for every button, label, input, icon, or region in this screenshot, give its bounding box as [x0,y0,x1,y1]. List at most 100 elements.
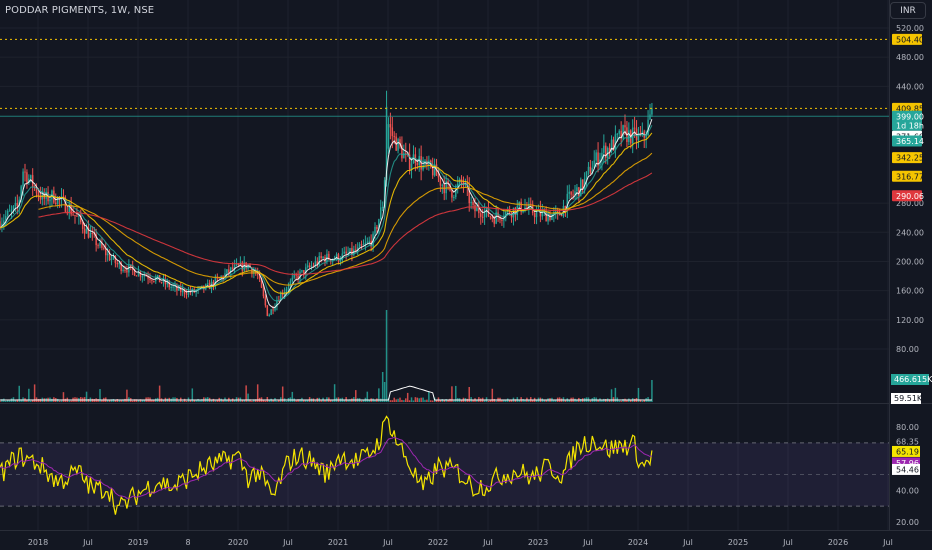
volume-bar [368,400,370,402]
volume-bar [406,392,409,402]
time-tick-label: 2018 [28,538,48,547]
volume-bar [153,400,155,402]
volume-bar [116,399,119,402]
candle-body [5,216,7,221]
candle-body [501,219,503,221]
volume-bar [18,385,20,402]
currency-button[interactable]: INR [890,2,926,19]
volume-label-text: 466.615K [894,375,932,384]
volume-label-bg [891,374,929,385]
candle-body [456,183,459,187]
price-label-last: 399.00 [892,110,924,122]
price-tick-label: 280.00 [896,199,924,208]
volume-bar [151,399,153,402]
volume-bar [637,387,640,402]
volume-bar [524,400,526,402]
candle-body [235,263,238,265]
volume-label-text: 59.51K [894,394,923,403]
candle-body [303,270,305,275]
candle-body [593,160,595,169]
candle-body [574,191,576,195]
candle-body [389,124,392,128]
candle-body [89,232,92,238]
volume-bar [518,400,520,402]
volume-bar [543,399,545,402]
candle-body [185,293,188,295]
candle-body [556,211,559,213]
candle-body [476,207,478,212]
candle-body [151,279,153,281]
volume-bar [505,400,507,402]
candle-body [291,277,294,282]
candle-body [368,240,370,242]
volume-bar [114,400,117,402]
volume-bar [385,310,388,402]
volume-bar [14,400,17,402]
candle-body [622,125,624,139]
candle-body [224,273,226,279]
candle-body [449,183,451,191]
rsi-label-text: 57.96 [896,459,919,468]
price-label-ema_green: 365.14 [892,135,924,147]
candle-body [87,227,90,238]
candle-body [441,184,444,186]
volume-bar [378,388,380,402]
volume-bar [256,384,259,402]
candle-body [103,247,105,249]
price-label-text: 399.00 [896,112,924,121]
candle-body [364,242,367,245]
candle-body [356,247,359,251]
candle-body [218,277,220,279]
candle-body [299,271,301,280]
rsi-label-bg [892,435,920,447]
volume-bar [262,400,265,402]
price-label-ema_mid: 342.25 [892,152,924,164]
candle-body [381,206,384,208]
ema-10-line [0,125,653,302]
candle-body [58,197,61,200]
volume-bar [472,400,474,402]
volume-bar [514,399,517,402]
volume-bar [503,399,505,402]
volume-bar [424,399,426,402]
candle-body [39,195,42,200]
candle-body [362,244,365,246]
candle-body [616,133,619,135]
candle-body [183,289,186,294]
candle-body [560,215,563,217]
volume-bar [181,400,184,402]
volume-bar [210,400,213,402]
candle-body [610,139,613,152]
volume-bar [555,399,557,402]
volume-bar [510,400,513,402]
candle-body [474,204,476,212]
volume-bar [33,384,36,402]
volume-bar [597,400,599,402]
candle-body [651,108,653,115]
candle-body [316,261,319,265]
candle-body [268,314,270,316]
candle-body [410,163,413,170]
candle-body [56,197,59,205]
volume-bar [443,399,445,402]
candle-body [80,215,82,223]
price-label-bg [892,135,922,147]
volume-bar [391,400,394,402]
volume-bar [601,399,603,402]
candle-body [555,211,557,213]
rsi-tick-label: 40.00 [896,486,919,495]
candle-body [285,289,288,292]
volume-bar [447,399,449,402]
candle-body [478,207,480,214]
volume-bar [383,382,386,402]
candle-body [589,166,592,174]
volume-bar [137,400,140,402]
candle-body [305,267,307,275]
candle-body [387,124,390,149]
price-label-bg [892,190,922,202]
candle-body [49,199,51,202]
candle-body [301,270,303,272]
candle-body [97,245,99,247]
volume-bar [435,400,438,402]
